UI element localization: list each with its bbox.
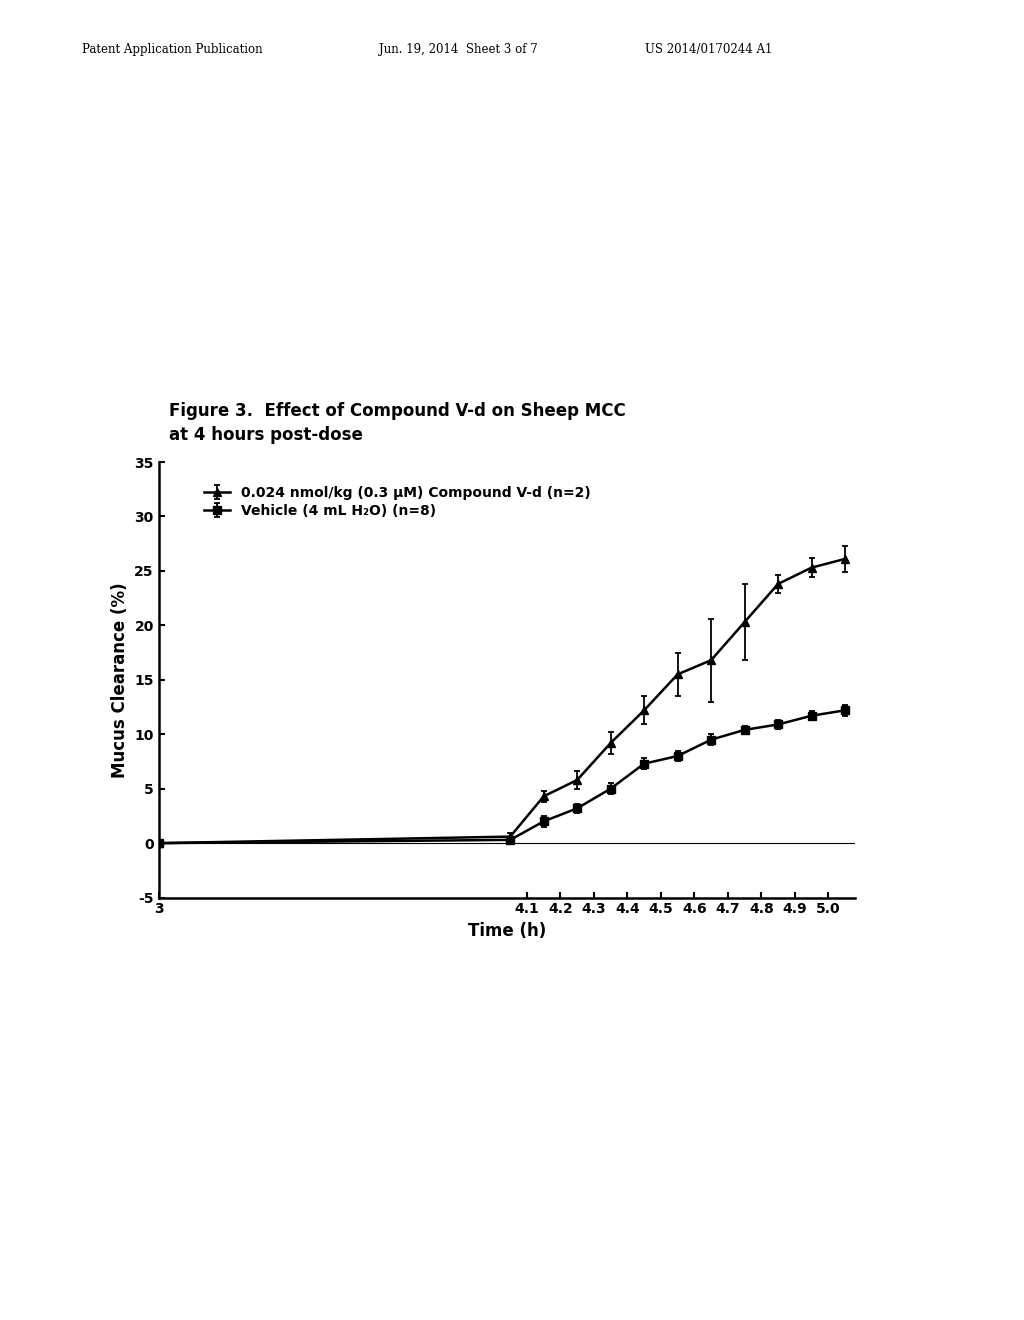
Text: Jun. 19, 2014  Sheet 3 of 7: Jun. 19, 2014 Sheet 3 of 7 (379, 42, 538, 55)
Text: US 2014/0170244 A1: US 2014/0170244 A1 (645, 42, 772, 55)
Text: at 4 hours post-dose: at 4 hours post-dose (169, 425, 362, 444)
Text: Patent Application Publication: Patent Application Publication (82, 42, 262, 55)
Legend: 0.024 nmol/kg (0.3 μM) Compound V-d (n=2), Vehicle (4 mL H₂O) (n=8): 0.024 nmol/kg (0.3 μM) Compound V-d (n=2… (200, 482, 595, 521)
Text: Figure 3.  Effect of Compound V-d on Sheep MCC: Figure 3. Effect of Compound V-d on Shee… (169, 401, 626, 420)
Y-axis label: Mucus Clearance (%): Mucus Clearance (%) (111, 582, 129, 777)
X-axis label: Time (h): Time (h) (468, 921, 546, 940)
